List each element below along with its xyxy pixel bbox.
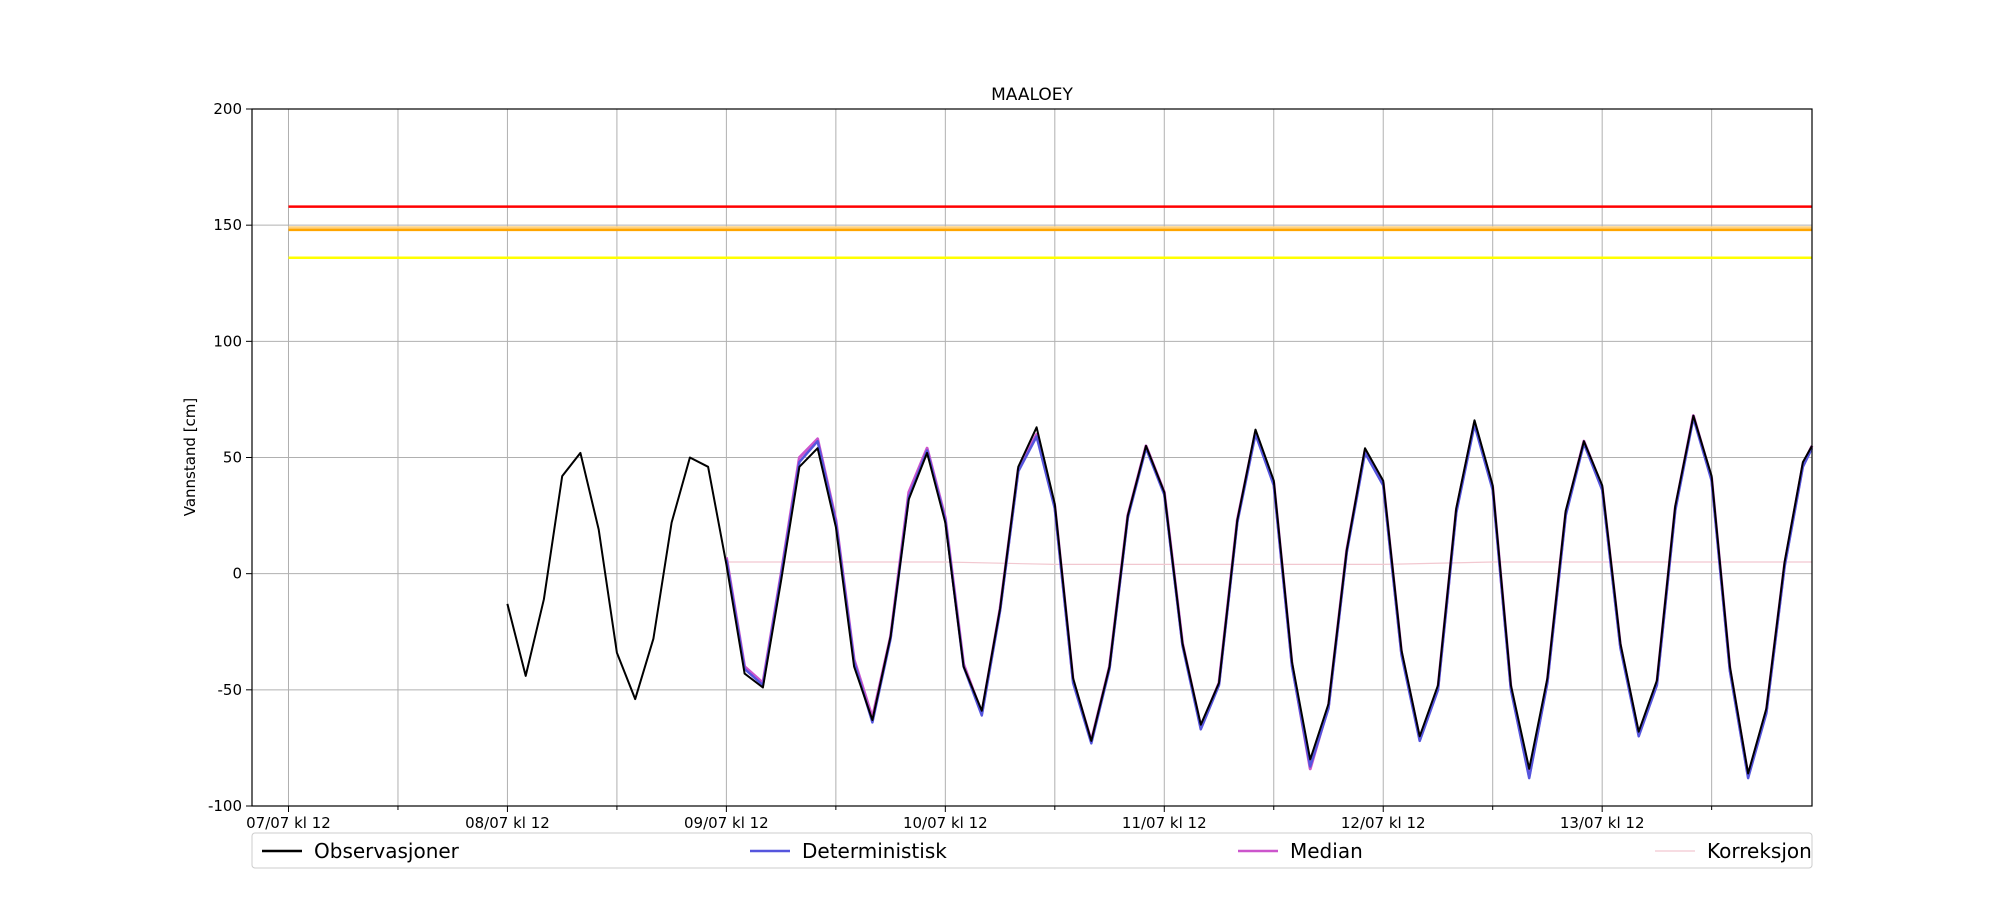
y-tick-label: -50: [218, 681, 243, 699]
legend-label: Median: [1290, 839, 1363, 863]
y-tick-label: 0: [232, 565, 242, 583]
legend-label: Korreksjon: [1707, 839, 1812, 863]
y-tick-label: 150: [213, 216, 242, 234]
x-tick-label: 07/07 kl 12: [246, 814, 331, 832]
series-lines: [506, 414, 1814, 780]
y-tick-label: 50: [223, 449, 242, 467]
grid-layer: [252, 108, 1812, 807]
legend: Observasjoner Deterministisk Median Korreks…: [251, 832, 1813, 869]
chart-title: MAALOEY: [991, 85, 1073, 105]
y-tick-label: 200: [213, 100, 242, 118]
axes: -100 -50 0 50 100 150 200 07/07 kl 12 08/07 kl 1…: [208, 100, 1713, 832]
series-line-korreksjon: [726, 561, 1812, 565]
x-tick-label: 09/07 kl 12: [684, 814, 769, 832]
y-tick-label: 100: [213, 332, 242, 350]
series-line-observasjoner: [506, 414, 1813, 775]
x-tick-label: 10/07 kl 12: [903, 814, 988, 832]
x-tick-label: 11/07 kl 12: [1122, 814, 1207, 832]
series-line-deterministisk: [725, 416, 1814, 780]
x-tick-label: 08/07 kl 12: [465, 814, 550, 832]
legend-label: Observasjoner: [314, 839, 460, 863]
y-axis-label: Vannstand [cm]: [181, 398, 199, 517]
x-tick-label: 13/07 kl 12: [1560, 814, 1645, 832]
y-tick-label: -100: [208, 797, 242, 815]
legend-frame: [251, 832, 1813, 869]
x-tick-label: 12/07 kl 12: [1341, 814, 1426, 832]
threshold-lines: [288, 205, 1812, 259]
legend-label: Deterministisk: [802, 839, 947, 863]
